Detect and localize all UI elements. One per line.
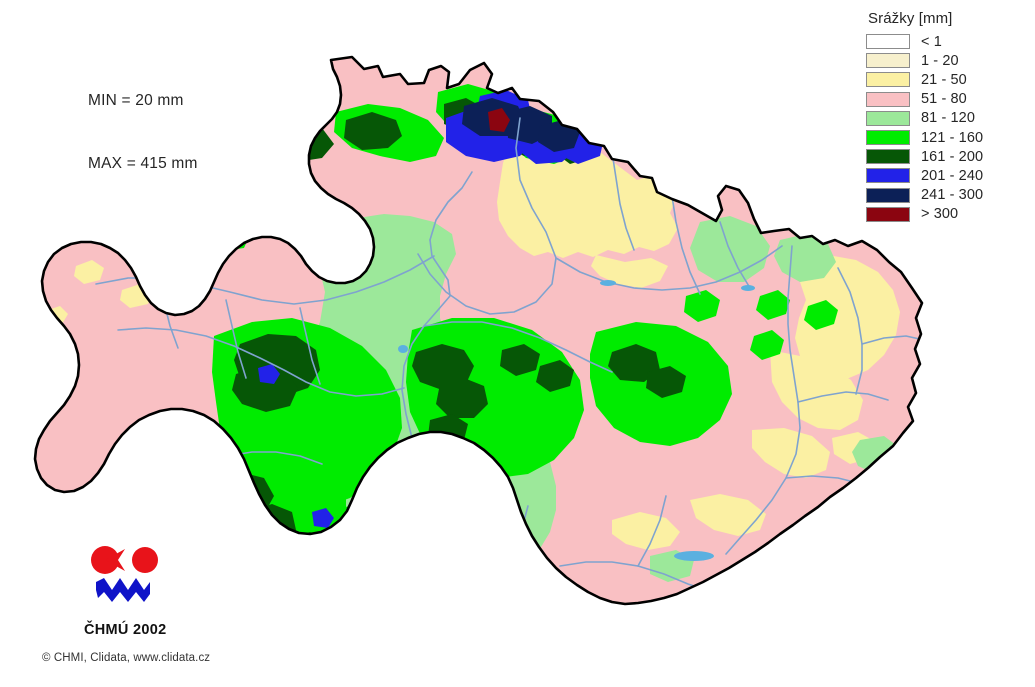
chmu-logo [88,544,164,606]
legend-label: 1 - 20 [921,52,959,69]
legend-item: 121 - 160 [866,128,1031,147]
legend-label: 51 - 80 [921,91,967,108]
legend-swatch [866,168,910,184]
country-border [33,55,924,606]
band-21-50 [48,140,900,550]
min-label: MIN = 20 mm [88,92,184,109]
legend-item: 81 - 120 [866,109,1031,128]
legend-label: 21 - 50 [921,71,967,88]
legend-item: 201 - 240 [866,166,1031,185]
legend-swatch [866,53,910,69]
legend-label: 81 - 120 [921,110,976,127]
legend-rows: < 1 1 - 20 21 - 50 51 - 80 81 - 120 121 - 160… [866,32,1031,224]
legend-item: 161 - 200 [866,147,1031,166]
logo-red-shapes [91,546,158,574]
legend-item: > 300 [866,205,1031,224]
minmax-annotation: MIN = 20 mm MAX = 415 mm [88,48,198,216]
credit-label: © CHMI, Clidata, www.clidata.cz [42,652,211,664]
legend-label: 241 - 300 [921,187,984,204]
legend-title: Srážky [mm] [868,10,953,27]
legend-item: < 1 [866,32,1031,51]
legend-label: 161 - 200 [921,148,984,165]
legend-swatch [866,187,910,203]
legend: Srážky [mm] < 1 1 - 20 21 - 50 51 - 80 81 - … [866,10,1031,224]
legend-swatch [866,72,910,88]
chmu-logo-svg [91,546,158,602]
legend-swatch [866,206,910,222]
organization-label: ČHMÚ 2002 [84,622,167,638]
river-network [95,117,922,604]
legend-item: 241 - 300 [866,186,1031,205]
legend-swatch [866,130,910,146]
legend-swatch [866,34,910,50]
legend-label: 121 - 160 [921,129,984,146]
max-label: MAX = 415 mm [88,155,198,172]
legend-item: 21 - 50 [866,70,1031,89]
legend-item: 1 - 20 [866,51,1031,70]
legend-label: 201 - 240 [921,167,984,184]
legend-swatch [866,91,910,107]
legend-label: > 300 [921,206,959,223]
legend-item: 51 - 80 [866,90,1031,109]
logo-blue-wave [96,578,150,602]
legend-swatch [866,149,910,165]
legend-swatch [866,110,910,126]
legend-label: < 1 [921,33,942,50]
